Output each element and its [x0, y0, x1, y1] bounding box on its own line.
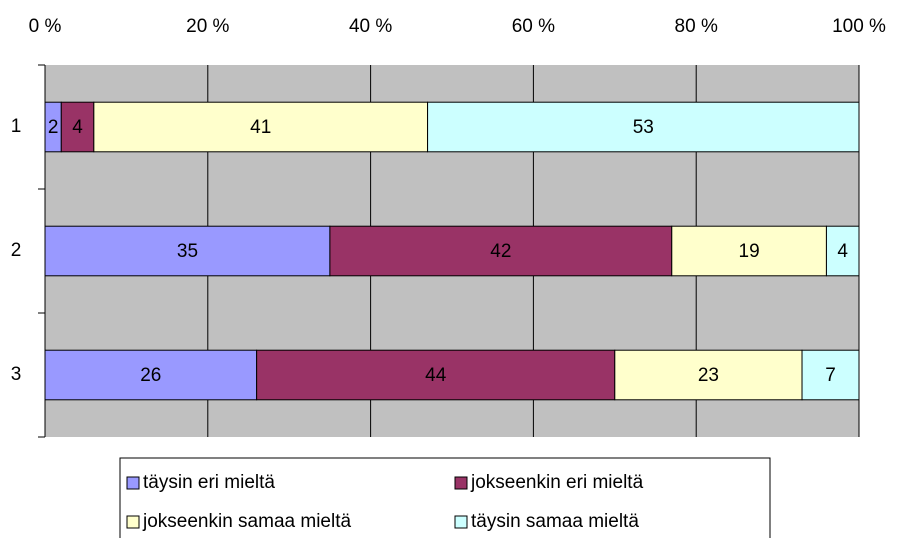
x-tick-label: 100 %	[832, 16, 886, 37]
legend-label: jokseenkin eri mieltä	[470, 472, 644, 493]
x-tick-label: 20 %	[186, 16, 229, 37]
bar-segment	[60, 101, 95, 153]
data-label: 19	[739, 241, 760, 262]
data-label: 4	[837, 241, 848, 262]
data-label: 26	[140, 365, 161, 386]
bar-segment	[671, 225, 827, 277]
legend	[119, 457, 771, 538]
y-tick-label: 2	[11, 240, 22, 261]
data-label: 35	[177, 241, 198, 262]
y-tick-label: 1	[11, 116, 22, 137]
x-tick-label: 60 %	[512, 16, 555, 37]
data-label: 4	[72, 117, 83, 138]
legend-label: täysin eri mieltä	[143, 472, 275, 493]
bar-segment	[614, 349, 803, 401]
bar-segment	[801, 349, 860, 401]
x-tick-label: 80 %	[675, 16, 718, 37]
bar-segment	[427, 101, 860, 153]
data-label: 42	[490, 241, 511, 262]
data-label: 2	[48, 117, 59, 138]
bar-segment	[825, 225, 860, 277]
data-label: 23	[698, 365, 719, 386]
data-label: 7	[825, 365, 836, 386]
x-tick-label: 40 %	[349, 16, 392, 37]
data-label: 41	[250, 117, 271, 138]
x-tick-label: 0 %	[29, 16, 62, 37]
legend-label: täysin samaa mieltä	[471, 511, 639, 532]
data-label: 53	[633, 117, 654, 138]
legend-swatch	[454, 476, 468, 490]
legend-swatch	[126, 515, 140, 529]
data-label: 44	[425, 365, 447, 386]
y-tick-label: 3	[11, 364, 22, 385]
legend-swatch	[454, 515, 468, 529]
bar-segment	[93, 101, 429, 153]
legend-label: jokseenkin samaa mieltä	[142, 511, 351, 532]
legend-swatch	[126, 476, 140, 490]
bar-segment	[256, 349, 616, 401]
bar-segment	[44, 349, 258, 401]
